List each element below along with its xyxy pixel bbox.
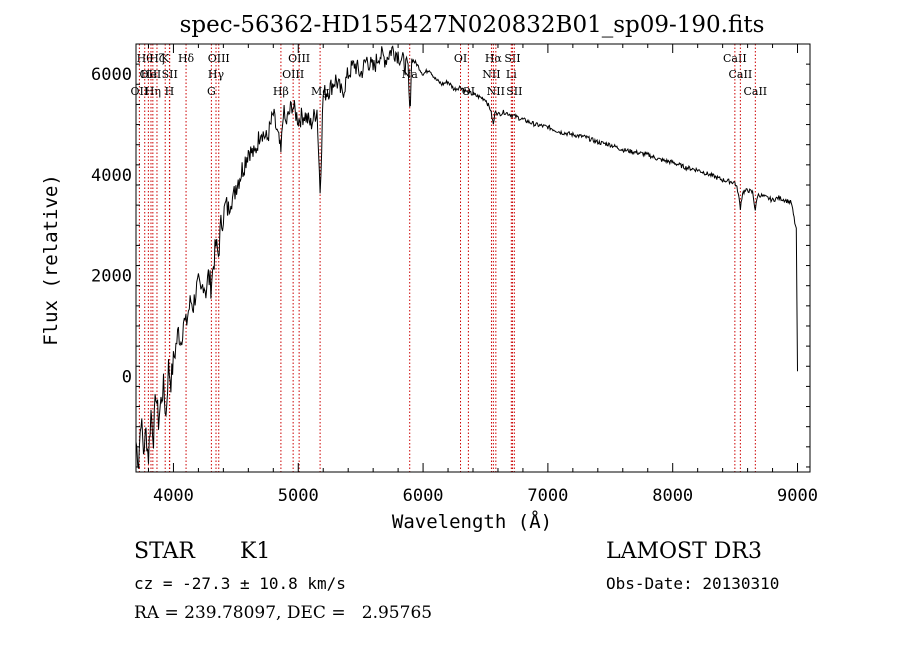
object-class: STAR — [134, 539, 195, 564]
object-subclass: K1 — [240, 539, 271, 564]
y-tick-label: 6000 — [91, 65, 132, 85]
line-marker-label: Hη — [145, 85, 161, 98]
line-marker-label: NII — [482, 68, 500, 81]
line-marker-label: Hβ — [273, 85, 289, 98]
line-marker-label: Na — [402, 68, 419, 81]
y-axis: 0 2000 4000 6000 — [91, 43, 810, 468]
chart-title: spec-56362-HD155427N020832B01_sp09-190.f… — [180, 12, 765, 38]
line-marker-label: Hθ — [137, 52, 154, 65]
line-marker-label: OI — [454, 52, 467, 65]
line-marker-label: SII — [504, 52, 520, 65]
spectrum-chart: spec-56362-HD155427N020832B01_sp09-190.f… — [40, 12, 818, 533]
x-tick-label: 4000 — [153, 486, 194, 506]
line-marker-label: Hζ — [149, 52, 165, 65]
line-marker-label: Hα — [485, 52, 503, 65]
y-tick-label: 0 — [122, 367, 132, 387]
y-tick-label: 2000 — [91, 267, 132, 287]
x-tick-label: 7000 — [527, 486, 568, 506]
line-markers: HθOIIOIIHeIHηHζKHSIIHδGHγOIIIHβOIIIOIIIM… — [131, 44, 767, 472]
line-marker-label: K — [161, 52, 170, 65]
line-marker-label: OII — [131, 85, 149, 98]
line-marker-label: H — [165, 85, 175, 98]
line-marker-label: SII — [162, 68, 178, 81]
line-marker-label: HeI — [141, 68, 161, 81]
x-axis-label: Wavelength (Å) — [392, 510, 552, 533]
coordinates: RA = 239.78097, DEC = 2.95765 — [134, 603, 433, 623]
x-tick-label: 5000 — [278, 486, 319, 506]
x-tick-label: 6000 — [403, 486, 444, 506]
plot-frame — [135, 43, 811, 473]
line-marker-label: SII — [506, 85, 522, 98]
line-marker-label: CaII — [743, 85, 767, 98]
line-marker-label: OI — [462, 85, 475, 98]
line-marker-label: OIII — [208, 52, 230, 65]
line-marker-label: CaII — [729, 68, 753, 81]
line-marker-label: OII — [139, 68, 157, 81]
redshift-cz: cz = -27.3 ± 10.8 km/s — [134, 574, 346, 593]
line-marker-label: OIII — [288, 52, 310, 65]
line-marker-label: G — [207, 85, 216, 98]
spectrum-series — [135, 45, 798, 469]
spectrum-line — [135, 45, 798, 469]
line-marker-label: Hδ — [178, 52, 195, 65]
obs-date: Obs-Date: 20130310 — [606, 574, 780, 593]
line-marker-label: NII — [487, 85, 505, 98]
x-tick-label: 8000 — [652, 486, 693, 506]
line-marker-label: CaII — [723, 52, 747, 65]
y-axis-label: Flux (relative) — [40, 174, 62, 346]
y-tick-label: 4000 — [91, 166, 132, 186]
x-tick-label: 9000 — [777, 486, 818, 506]
line-marker-label: OIII — [282, 68, 304, 81]
line-marker-label: Hγ — [208, 68, 225, 81]
x-axis: 4000 5000 6000 7000 8000 9000 — [147, 44, 818, 506]
survey-name: LAMOST DR3 — [606, 539, 762, 564]
line-marker-label: Li — [506, 68, 517, 81]
